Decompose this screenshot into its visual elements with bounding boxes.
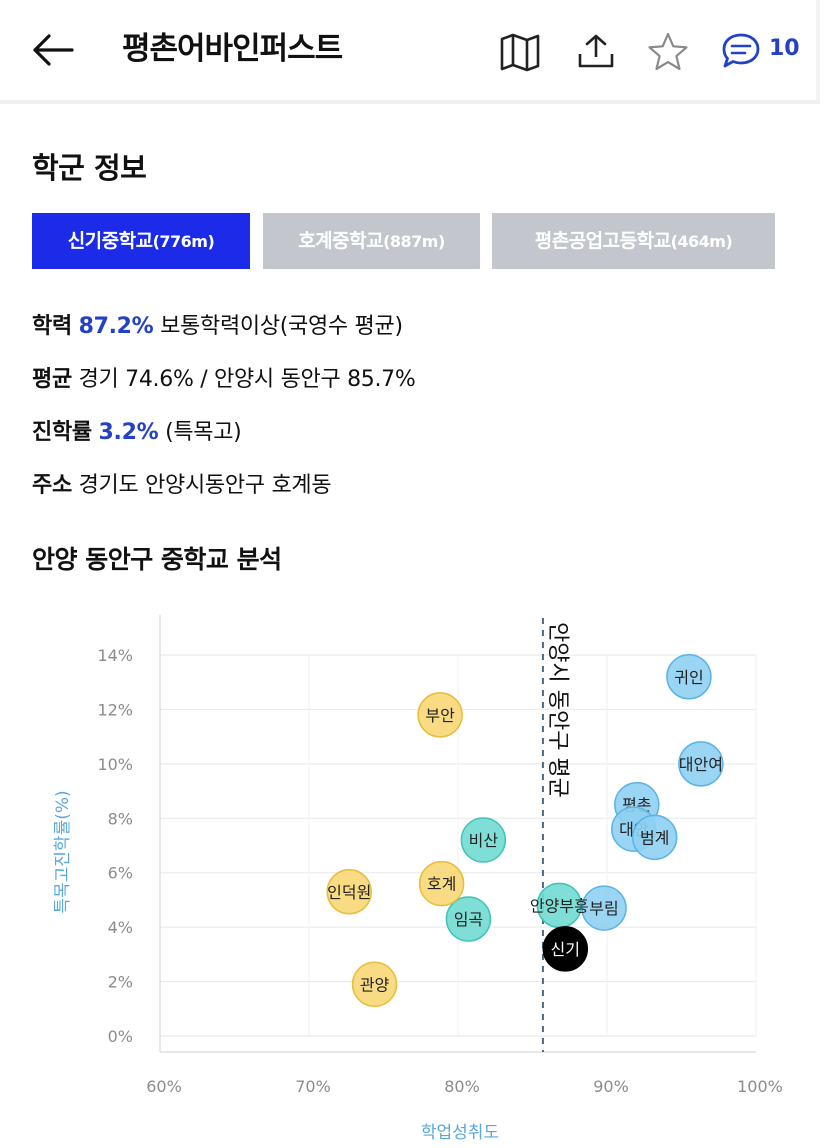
- data-point[interactable]: [351, 961, 398, 1008]
- data-point[interactable]: [678, 741, 724, 787]
- map-button[interactable]: [498, 30, 542, 74]
- data-point[interactable]: [581, 885, 627, 931]
- y-tick-label: 6%: [108, 864, 133, 883]
- x-tick-label: 90%: [593, 1077, 629, 1096]
- section-title: 학군 정보: [32, 151, 147, 185]
- star-icon: [648, 32, 688, 71]
- tab-school-distance: (887m): [383, 232, 445, 251]
- chart-axes: 0% 2% 4% 6% 8% 10% 12% 14% 60% 70% 80% 90% 100%: [97, 615, 783, 1096]
- data-point-label: 신기: [551, 940, 580, 959]
- average-row: 평균 경기 74.6% / 안양시 동안구 85.7%: [32, 365, 416, 395]
- tab-school-1[interactable]: 신기중학교(776m): [32, 213, 250, 269]
- back-button[interactable]: [30, 30, 76, 70]
- average-label: 평균: [32, 367, 72, 392]
- tab-school-2[interactable]: 호계중학교(887m): [263, 213, 480, 269]
- favorite-button[interactable]: [646, 30, 690, 74]
- reference-line-label: 안양시 동안구 평균: [545, 622, 570, 798]
- comment-icon: [722, 33, 760, 68]
- address-row: 주소 경기도 안양시동안구 호계동: [32, 471, 332, 501]
- data-point[interactable]: [460, 817, 507, 863]
- data-point[interactable]: [445, 896, 492, 942]
- address-text: 경기도 안양시동안구 호계동: [78, 473, 332, 498]
- advancement-desc: (특목고): [165, 420, 242, 445]
- y-tick-label: 2%: [108, 973, 133, 992]
- data-point[interactable]: [418, 860, 465, 907]
- tab-school-name: 신기중학교: [67, 230, 153, 252]
- x-axis-title: 학업성취도: [421, 1123, 499, 1143]
- y-tick-label: 4%: [108, 918, 133, 937]
- tab-school-3[interactable]: 평촌공업고등학교(464m): [492, 213, 775, 269]
- data-point-label: 부림: [589, 899, 618, 918]
- x-tick-label: 100%: [737, 1077, 783, 1096]
- y-tick-label: 0%: [108, 1027, 133, 1046]
- data-point[interactable]: [666, 654, 712, 700]
- achievement-desc: 보통학력이상(국영수 평균): [160, 314, 403, 339]
- data-point-label: 인덕원: [327, 883, 371, 902]
- analysis-title: 안양 동안구 중학교 분석: [32, 545, 282, 574]
- data-point[interactable]: [542, 926, 589, 972]
- address-label: 주소: [32, 473, 72, 498]
- chart-points: 귀인대안여평촌대안범계부림안양부흥비산임곡부안호계인덕원관양신기: [326, 654, 724, 1008]
- data-point-label: 대안여: [679, 755, 723, 774]
- tab-school-name: 호계중학교: [298, 230, 384, 252]
- data-point-label: 임곡: [454, 910, 483, 929]
- map-icon: [500, 33, 540, 72]
- share-button[interactable]: [574, 30, 618, 74]
- data-point-label: 관양: [360, 975, 390, 994]
- tab-school-distance: (464m): [670, 232, 733, 251]
- x-tick-label: 60%: [146, 1077, 182, 1096]
- advancement-label: 진학률: [32, 420, 92, 445]
- data-point-label: 부안: [425, 706, 455, 725]
- y-tick-label: 10%: [97, 755, 133, 774]
- y-tick-label: 14%: [97, 646, 133, 665]
- page-title: 평촌어바인퍼스트: [122, 31, 343, 67]
- y-tick-label: 12%: [97, 700, 133, 719]
- tab-school-name: 평촌공업고등학교: [534, 230, 671, 252]
- data-point-label: 범계: [640, 828, 669, 847]
- x-tick-label: 80%: [444, 1077, 480, 1096]
- data-point-label: 비산: [469, 831, 499, 850]
- y-tick-label: 8%: [108, 809, 133, 828]
- data-point[interactable]: [417, 692, 463, 738]
- advancement-value: 3.2%: [98, 420, 159, 445]
- comment-count[interactable]: 10: [769, 36, 800, 61]
- share-icon: [578, 34, 614, 68]
- advancement-row: 진학률 3.2% (특목고): [32, 418, 242, 448]
- comment-button[interactable]: [720, 30, 764, 74]
- data-point[interactable]: [631, 814, 678, 861]
- average-text: 경기 74.6% / 안양시 동안구 85.7%: [78, 367, 416, 392]
- data-point[interactable]: [326, 869, 372, 915]
- tab-school-distance: (776m): [152, 232, 215, 251]
- x-tick-label: 70%: [295, 1077, 331, 1096]
- data-point-label: 귀인: [674, 668, 703, 687]
- achievement-label: 학력: [32, 314, 72, 339]
- app-header: 평촌어바인퍼스트 10: [0, 0, 820, 104]
- chart-reference: 안양시 동안구 평균: [541, 618, 570, 1052]
- achievement-row: 학력 87.2% 보통학력이상(국영수 평균): [32, 312, 403, 342]
- back-arrow-icon: [33, 34, 74, 66]
- data-point-label: 호계: [427, 875, 456, 894]
- y-axis-title: 특목고진학률(%): [53, 790, 73, 913]
- achievement-value: 87.2%: [78, 314, 154, 339]
- scatter-chart: 0% 2% 4% 6% 8% 10% 12% 14% 60% 70% 80% 90% 100% 안양시 …: [53, 615, 783, 1143]
- data-point-label: 안양부흥: [530, 896, 589, 915]
